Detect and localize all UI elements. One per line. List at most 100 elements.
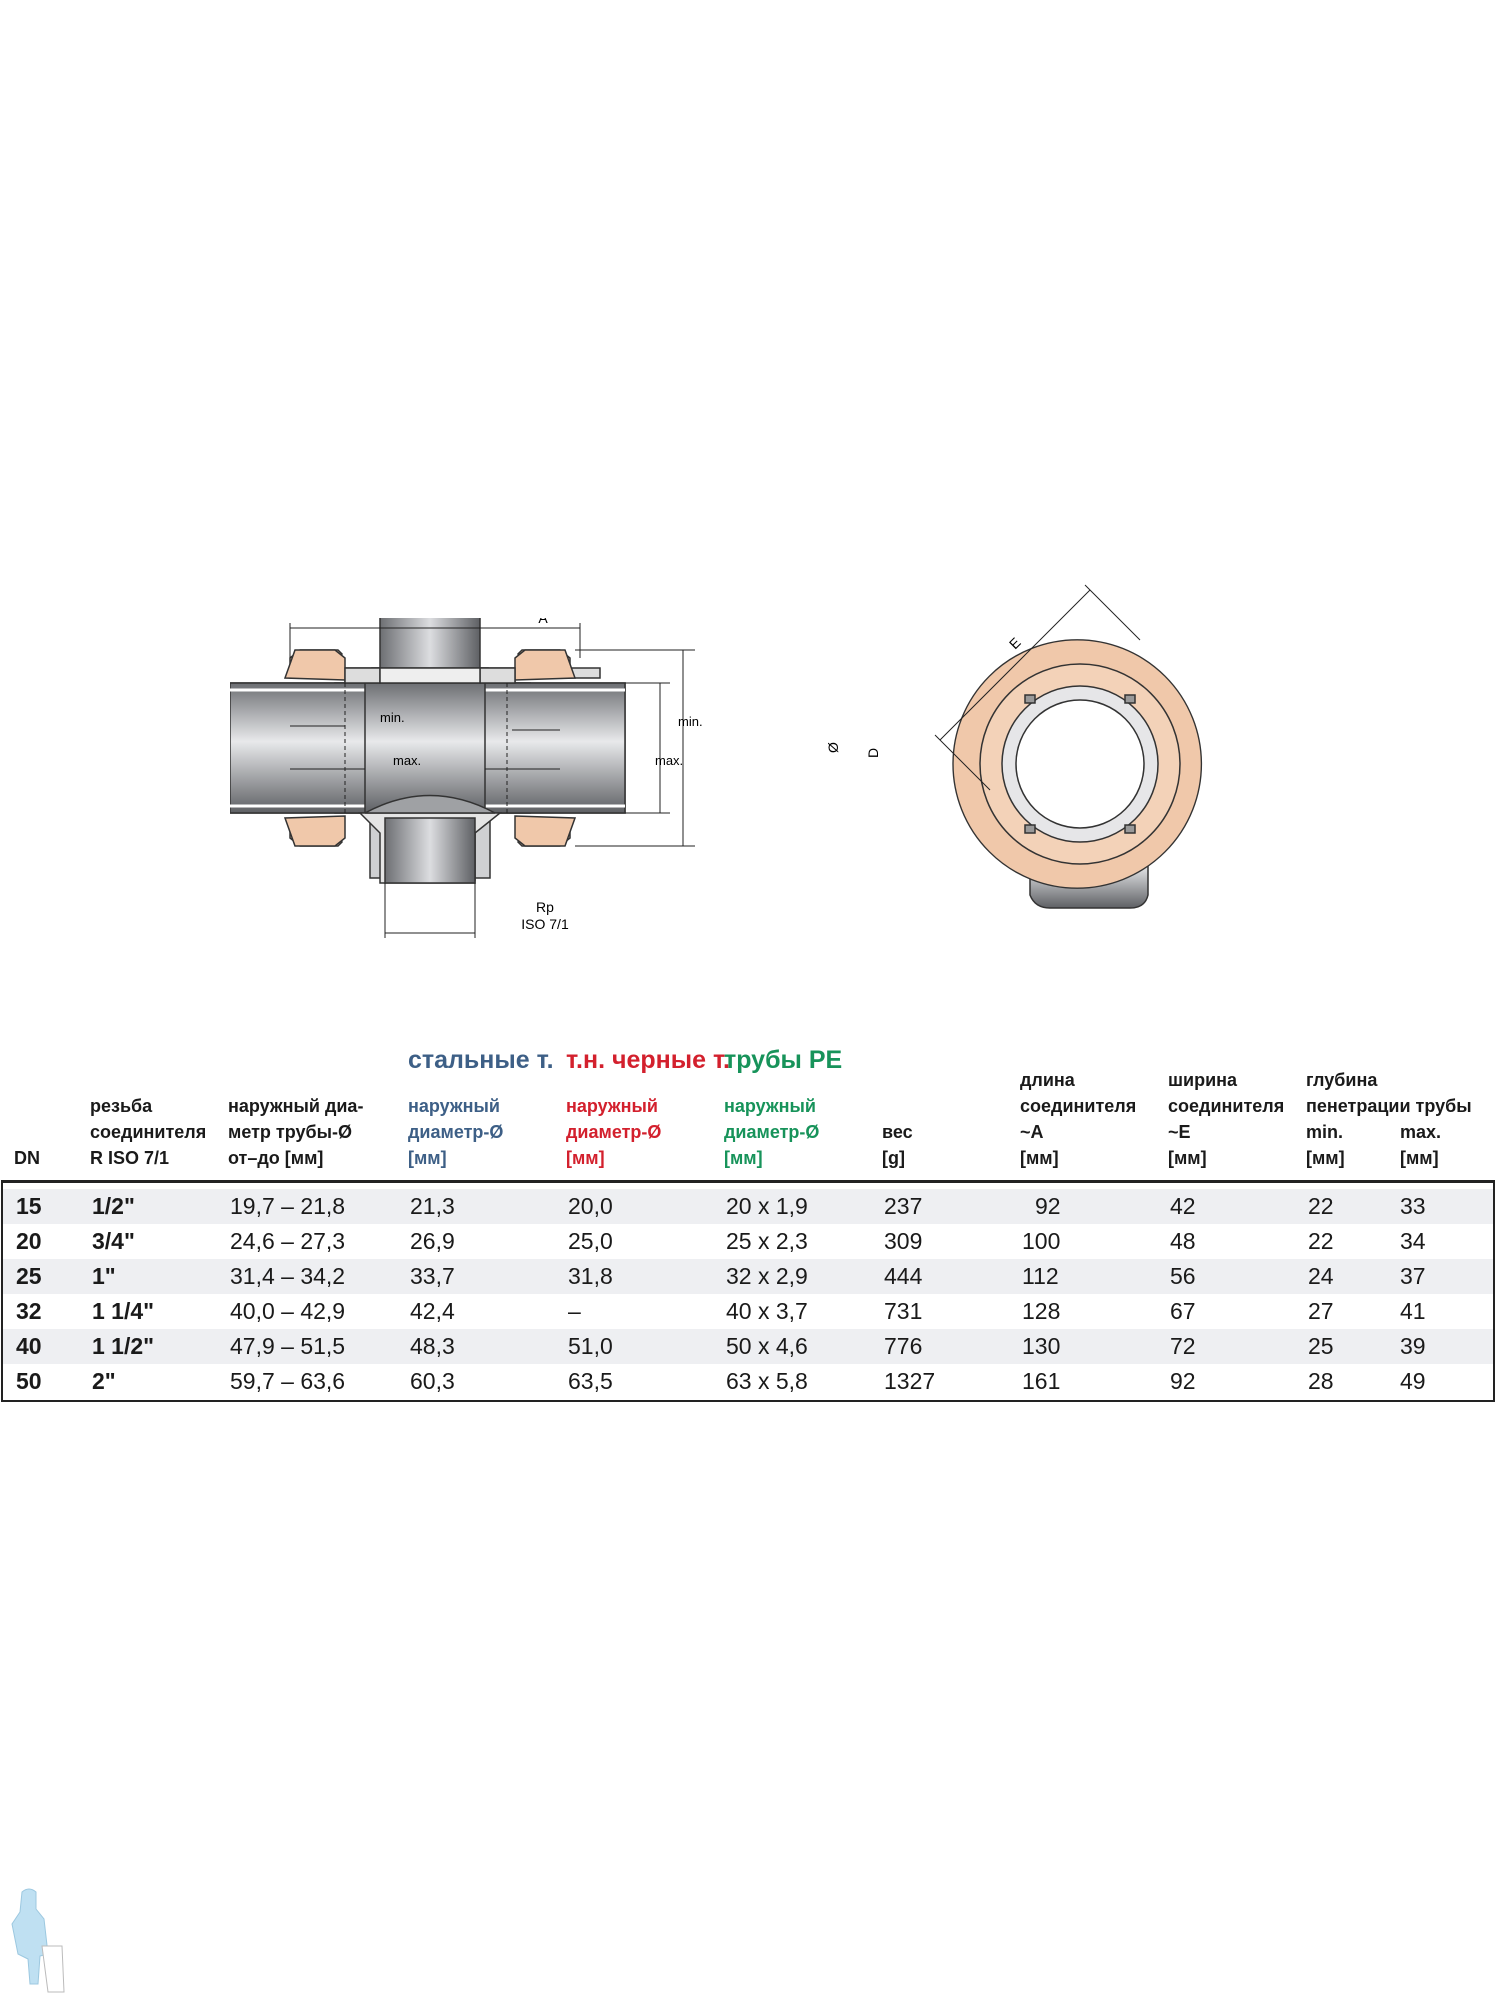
cell-dn: 15 xyxy=(16,1193,42,1219)
dim-max-right: max. xyxy=(655,753,683,768)
cell-pipe-range: 19,7 – 21,8 xyxy=(230,1193,346,1219)
cell-length-a: 112 xyxy=(1022,1263,1059,1289)
header-penetration-min: min. [мм] xyxy=(1306,1122,1345,1168)
cell-steel-diameter: 33,7 xyxy=(410,1263,455,1289)
cell-black-diameter: 20,0 xyxy=(568,1193,613,1219)
table-row: 50 2" 59,7 – 63,6 60,3 63,5 63 x 5,8 1327 161 92… xyxy=(3,1364,1493,1399)
tee-side-view-drawing: E xyxy=(934,584,1203,909)
cell-steel-diameter: 48,3 xyxy=(410,1333,455,1359)
header-thread: резьба соединителя R ISO 7/1 xyxy=(90,1096,207,1168)
cell-width-e: 56 xyxy=(1170,1263,1196,1289)
dim-diameter-label: Ø xyxy=(825,742,841,753)
cell-steel-diameter: 60,3 xyxy=(410,1368,455,1394)
cell-width-e: 92 xyxy=(1170,1368,1196,1394)
table-row: 20 3/4" 24,6 – 27,3 26,9 25,0 25 x 2,3 309 100 4… xyxy=(3,1224,1493,1259)
dim-min-left: min. xyxy=(380,710,405,725)
cell-width-e: 42 xyxy=(1170,1193,1196,1219)
cell-weight: 1327 xyxy=(884,1368,936,1394)
cell-penetration-min: 24 xyxy=(1308,1263,1334,1289)
cell-thread: 1 1/2" xyxy=(92,1333,155,1359)
header-penetration-max: max. [мм] xyxy=(1400,1122,1442,1168)
header-dn: DN xyxy=(14,1148,40,1168)
cell-dn: 40 xyxy=(16,1333,42,1359)
group-title-black-steel: т.н. черные т. xyxy=(566,1046,730,1074)
cell-penetration-min: 27 xyxy=(1308,1298,1334,1324)
cell-pipe-range: 24,6 – 27,3 xyxy=(230,1228,346,1254)
dim-e-label: E xyxy=(1006,634,1024,652)
plumber-logo xyxy=(11,1888,65,1993)
cell-black-diameter: 63,5 xyxy=(568,1368,613,1394)
cell-black-diameter: 25,0 xyxy=(568,1228,613,1254)
cell-length-a: 100 xyxy=(1022,1228,1061,1254)
cell-weight: 776 xyxy=(884,1333,923,1359)
thread-label-iso: ISO 7/1 xyxy=(521,916,569,932)
dim-min-right: min. xyxy=(678,714,703,729)
cell-weight: 309 xyxy=(884,1228,923,1254)
cell-weight: 731 xyxy=(884,1298,923,1324)
cell-penetration-max: 49 xyxy=(1400,1368,1426,1394)
pipe-opening xyxy=(1015,699,1145,829)
cell-width-e: 67 xyxy=(1170,1298,1196,1324)
group-title-steel: стальные т. xyxy=(408,1046,554,1074)
table-row: 32 1 1/4" 40,0 – 42,9 42,4 – 40 x 3,7 731 128 67… xyxy=(3,1294,1493,1329)
table-row: 40 1 1/2" 47,9 – 51,5 48,3 51,0 50 x 4,6 776 13… xyxy=(3,1329,1493,1364)
cell-thread: 2" xyxy=(92,1368,116,1394)
cell-penetration-max: 37 xyxy=(1400,1263,1426,1289)
cell-pe-diameter: 32 x 2,9 xyxy=(726,1263,808,1289)
cell-steel-diameter: 21,3 xyxy=(410,1193,455,1219)
cell-penetration-max: 39 xyxy=(1400,1333,1426,1359)
header-width-e: ширина соединителя ~E [мм] xyxy=(1168,1070,1285,1168)
cell-thread: 1 1/4" xyxy=(92,1298,155,1324)
cell-thread: 1/2" xyxy=(92,1193,135,1219)
cell-black-diameter: 51,0 xyxy=(568,1333,613,1359)
cell-width-e: 72 xyxy=(1170,1333,1196,1359)
header-length-a: длина соединителя ~A [мм] xyxy=(1020,1070,1137,1168)
header-black-diameter: наружный диаметр-Ø [мм] xyxy=(566,1096,662,1168)
cell-pe-diameter: 25 x 2,3 xyxy=(726,1228,808,1254)
dimensions-table: 15 1/2" 19,7 – 21,8 21,3 20,0 20 x 1,9 237 92 42… xyxy=(1,1180,1495,1402)
thread-label-rp: Rp xyxy=(536,899,554,915)
cell-width-e: 48 xyxy=(1170,1228,1196,1254)
cell-penetration-min: 28 xyxy=(1308,1368,1334,1394)
cell-penetration-min: 25 xyxy=(1308,1333,1334,1359)
cell-black-diameter: 31,8 xyxy=(568,1263,613,1289)
cell-pipe-range: 40,0 – 42,9 xyxy=(230,1298,346,1324)
branch-outlet xyxy=(384,817,476,884)
cell-pe-diameter: 50 x 4,6 xyxy=(726,1333,808,1359)
cell-length-a: 161 xyxy=(1022,1368,1061,1394)
cell-dn: 20 xyxy=(16,1228,42,1254)
cell-pipe-range: 31,4 – 34,2 xyxy=(230,1263,346,1289)
dim-a-label: A xyxy=(538,618,548,626)
cell-pe-diameter: 20 x 1,9 xyxy=(726,1193,808,1219)
cell-dn: 25 xyxy=(16,1263,42,1289)
cell-dn: 50 xyxy=(16,1368,42,1394)
cell-penetration-max: 33 xyxy=(1400,1193,1426,1219)
cell-penetration-max: 41 xyxy=(1400,1298,1426,1324)
dim-d-label: D xyxy=(865,748,881,758)
cell-steel-diameter: 42,4 xyxy=(410,1298,455,1324)
cell-weight: 444 xyxy=(884,1263,923,1289)
cell-penetration-min: 22 xyxy=(1308,1228,1334,1254)
tee-front-view-drawing: A min. max. min. max. Ø D Rp ISO 7/1 xyxy=(230,618,881,938)
cell-length-a: 128 xyxy=(1022,1298,1061,1324)
cell-penetration-max: 34 xyxy=(1400,1228,1426,1254)
header-weight: вес [g] xyxy=(882,1122,913,1168)
cell-penetration-min: 22 xyxy=(1308,1193,1334,1219)
table-row: 25 1" 31,4 – 34,2 33,7 31,8 32 x 2,9 444 112 56 2… xyxy=(3,1259,1493,1294)
header-pe-diameter: наружный диаметр-Ø [мм] xyxy=(724,1096,820,1168)
header-steel-diameter: наружный диаметр-Ø [мм] xyxy=(408,1096,504,1168)
cell-length-a: 130 xyxy=(1022,1333,1061,1359)
table-row: 15 1/2" 19,7 – 21,8 21,3 20,0 20 x 1,9 237 92 42… xyxy=(3,1189,1493,1224)
header-pipe-range: наружный диа-метр трубы-Ø от–до [мм] xyxy=(228,1096,364,1168)
cell-pipe-range: 47,9 – 51,5 xyxy=(230,1333,346,1359)
cell-thread: 1" xyxy=(92,1263,116,1289)
dim-max-left: max. xyxy=(393,753,421,768)
header-penetration: глубина пенетрации трубы xyxy=(1306,1070,1472,1116)
cell-steel-diameter: 26,9 xyxy=(410,1228,455,1254)
cell-length-a: 92 xyxy=(1035,1193,1061,1219)
cell-dn: 32 xyxy=(16,1298,42,1324)
cell-pipe-range: 59,7 – 63,6 xyxy=(230,1368,346,1394)
cell-pe-diameter: 40 x 3,7 xyxy=(726,1298,808,1324)
cell-black-diameter: – xyxy=(568,1298,581,1324)
cell-thread: 3/4" xyxy=(92,1228,135,1254)
